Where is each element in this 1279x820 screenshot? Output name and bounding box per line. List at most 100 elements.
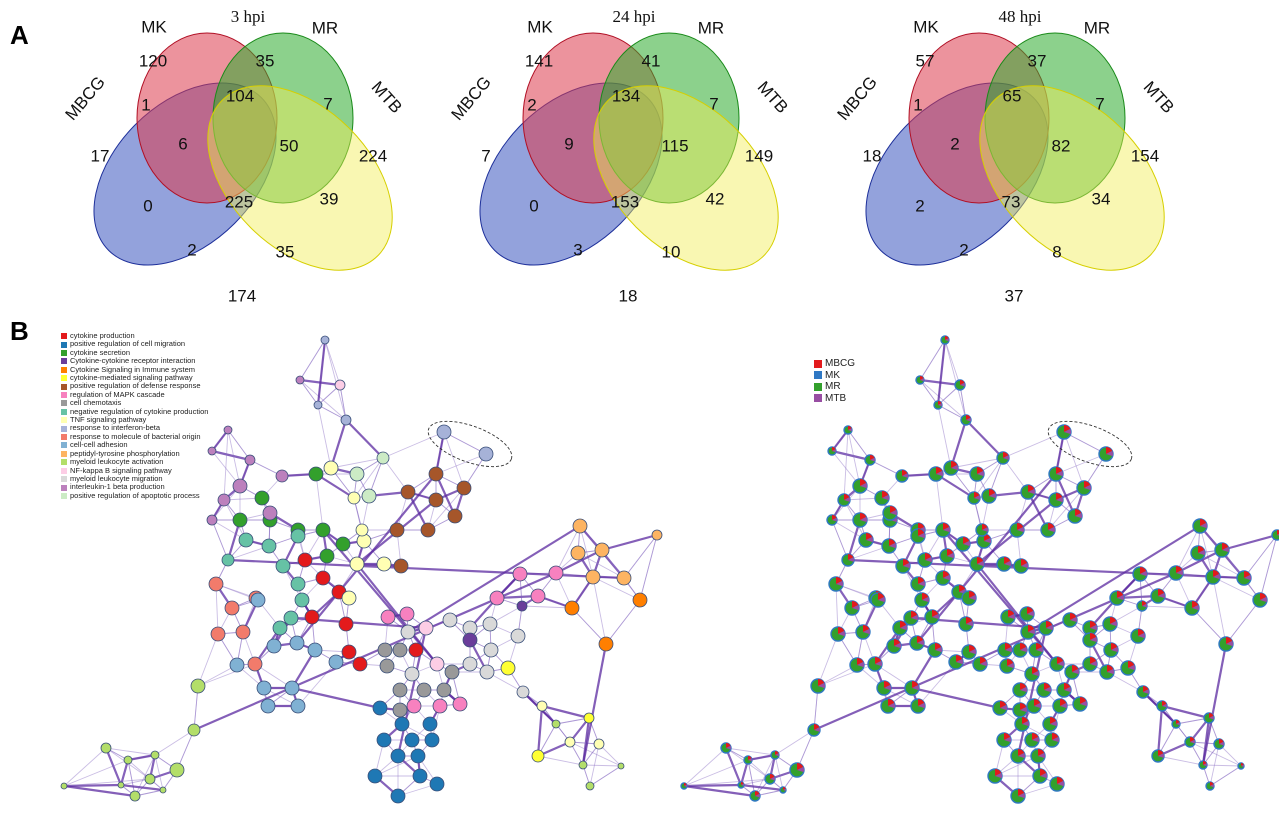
network-node xyxy=(275,469,289,483)
legend-label: negative regulation of cytokine producti… xyxy=(70,406,209,416)
network-node xyxy=(289,635,305,651)
pie-wedge-mbcg xyxy=(1028,625,1035,632)
network-node-pie xyxy=(1205,781,1215,791)
pie-wedge-mbcg xyxy=(943,523,950,530)
pie-wedge-mtb xyxy=(878,596,886,603)
network-edge xyxy=(569,741,622,767)
network-edge xyxy=(291,649,316,689)
network-node xyxy=(352,656,368,672)
pie-wedge-mbcg xyxy=(1052,733,1059,740)
pie-wedge-mbcg xyxy=(945,336,949,340)
network-edge xyxy=(291,686,381,710)
network-edge xyxy=(579,525,594,578)
network-node xyxy=(356,533,372,549)
network-node xyxy=(416,682,432,698)
network-edge xyxy=(1191,607,1227,645)
pie-wedge-mtb xyxy=(960,382,965,387)
venn-title: 3 hpi xyxy=(231,7,266,26)
network-node-pie xyxy=(764,773,776,785)
pie-wedge-mtb xyxy=(1210,784,1214,788)
legend-item: positive regulation of defense response xyxy=(61,382,208,390)
pie-wedge-mtb xyxy=(1050,720,1057,727)
pie-wedge-mbcg xyxy=(1017,523,1024,530)
pie-wedge-mbcg xyxy=(920,376,924,380)
pie-wedge-mbcg xyxy=(951,461,958,468)
legend-label: cytokine production xyxy=(70,331,135,340)
pie-wedge-mtb xyxy=(818,682,825,689)
network-edge xyxy=(299,379,319,406)
network-edge xyxy=(299,379,319,406)
legend-item: MTB xyxy=(814,393,855,405)
network-edge xyxy=(127,759,136,797)
network-node xyxy=(308,466,324,482)
pie-wedge-mtb xyxy=(852,604,860,611)
pie-wedge-mbcg xyxy=(977,467,984,474)
venn-count-mbcg_mk: 1 xyxy=(913,95,922,114)
venn-set-label-mtb: MTB xyxy=(368,78,406,117)
pie-wedge-mbcg xyxy=(1027,607,1034,614)
network-edge xyxy=(127,753,156,762)
network-edge xyxy=(973,457,1004,499)
network-node-pie xyxy=(969,556,985,572)
pie-wedge-mbcg xyxy=(936,467,943,474)
legend-swatch xyxy=(61,492,67,499)
network-edge xyxy=(949,419,968,469)
pie-wedge-mbcg xyxy=(836,577,843,584)
legend-swatch xyxy=(61,383,67,390)
pie-wedge-mtb xyxy=(932,613,939,620)
network-node xyxy=(150,750,160,760)
network-node xyxy=(376,451,390,465)
network-node-pie xyxy=(967,491,981,505)
pie-wedge-mbcg xyxy=(860,479,867,486)
network-node-pie xyxy=(987,768,1003,784)
network-node-pie xyxy=(1020,624,1036,640)
network-node xyxy=(404,666,420,682)
legend-swatch xyxy=(61,425,67,432)
network-edge xyxy=(639,534,658,601)
network-node xyxy=(436,682,452,698)
network-node xyxy=(412,768,428,784)
legend-label: Cytokine-cytokine receptor interaction xyxy=(70,356,196,366)
network-edge xyxy=(725,747,742,786)
venn-count-mbcg_only: 17 xyxy=(91,146,110,165)
venn-count-mbcg_mk_mtb: 42 xyxy=(706,189,725,208)
network-node-pie xyxy=(914,592,930,608)
network-edge xyxy=(541,704,590,720)
pie-wedge-mtb xyxy=(966,620,973,627)
pie-wedge-mbcg xyxy=(875,657,882,664)
network-edge xyxy=(63,784,136,798)
network-node xyxy=(436,424,452,440)
network-edge xyxy=(919,379,967,421)
network-edge xyxy=(299,339,326,381)
network-node xyxy=(442,612,458,628)
pie-wedge-mbcg xyxy=(977,557,984,564)
network-node xyxy=(429,776,445,792)
network-node-pie xyxy=(910,698,926,714)
pie-wedge-mtb xyxy=(1038,752,1045,759)
panel-b-label: B xyxy=(10,316,29,346)
pie-wedge-mtb xyxy=(844,497,850,502)
network-edge xyxy=(994,755,1039,777)
legend-label: positive regulation of defense response xyxy=(70,381,201,391)
pie-wedge-mbcg xyxy=(1117,591,1124,598)
pie-wedge-mtb xyxy=(857,661,865,668)
network-edge xyxy=(935,473,944,531)
pie-wedge-mbcg xyxy=(982,524,988,530)
pie-wedge-mbcg xyxy=(1057,657,1064,664)
pie-wedge-mtb xyxy=(1028,628,1035,635)
network-node-pie xyxy=(1067,508,1083,524)
pie-wedge-mtb xyxy=(1241,764,1245,767)
network-edge xyxy=(215,583,219,635)
pie-wedge-mbcg xyxy=(1084,481,1091,488)
network-node-pie xyxy=(749,790,761,802)
network-node xyxy=(632,592,648,608)
network-node-pie xyxy=(1062,612,1078,628)
network-node xyxy=(254,490,270,506)
network-node xyxy=(489,590,505,606)
pie-wedge-mbcg xyxy=(1021,559,1028,566)
pie-wedge-mbcg xyxy=(755,791,760,796)
pie-wedge-mbcg xyxy=(1260,593,1267,600)
network-node xyxy=(144,773,156,785)
pie-wedge-mbcg xyxy=(1162,701,1167,706)
